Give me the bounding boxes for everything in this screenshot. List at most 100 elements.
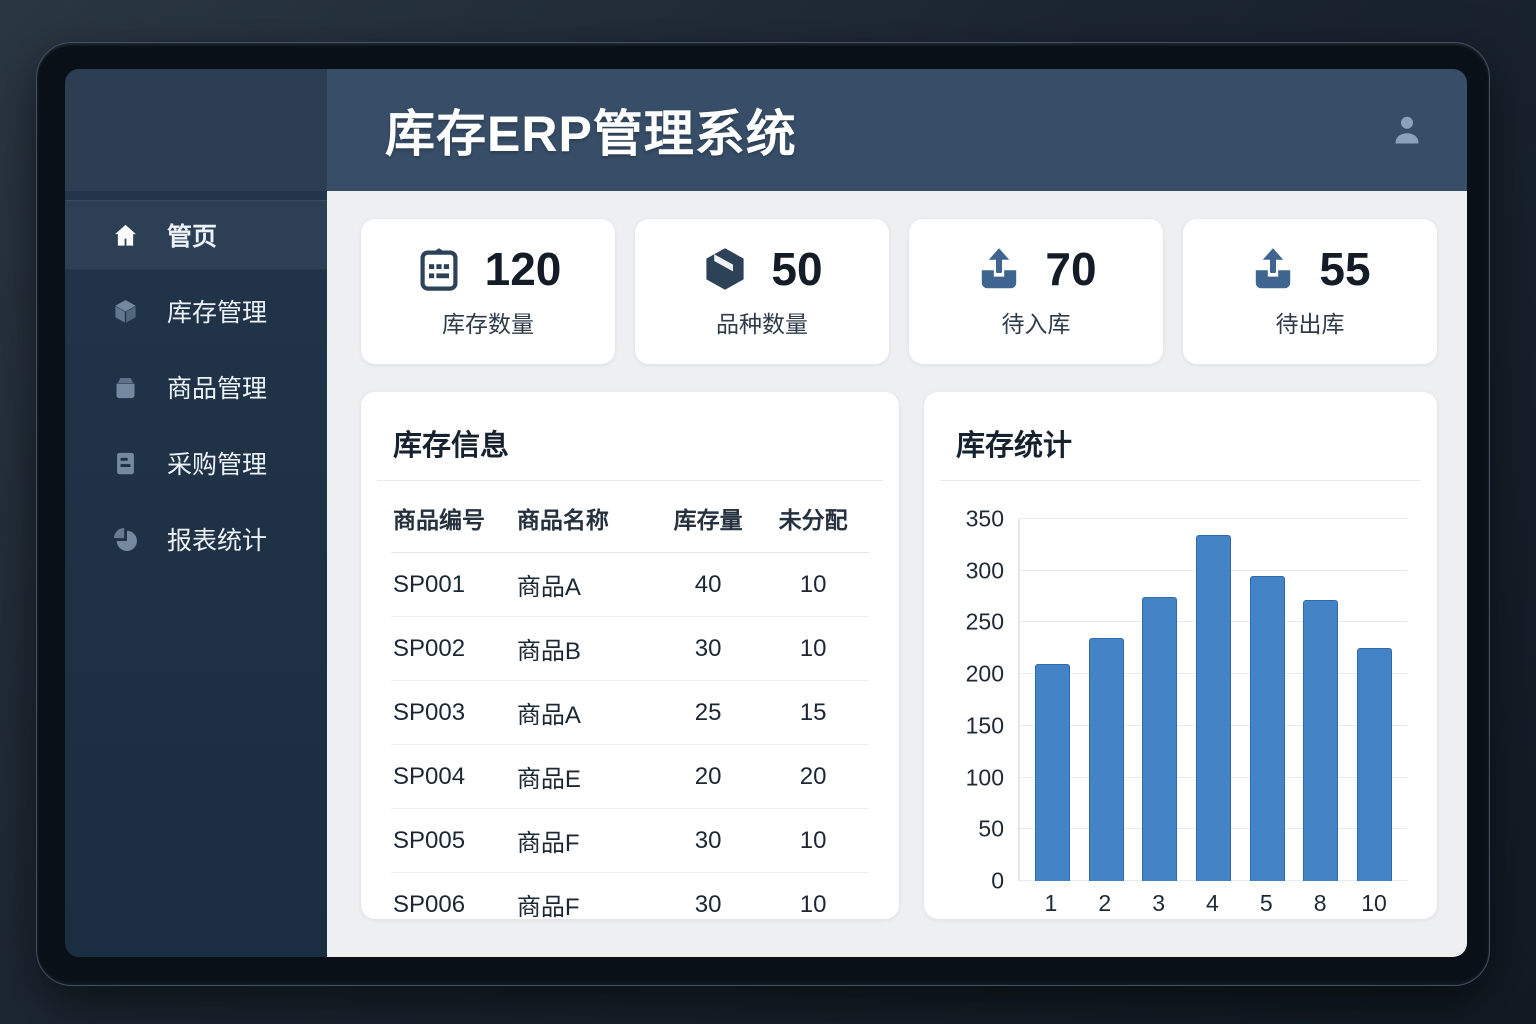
y-axis-tick-label: 300: [965, 557, 1004, 584]
main-content: 120 库存数量 50 品种数量 70 待入库 55 待出库 库存信息: [327, 191, 1467, 957]
inventory-table-header: 商品编号 商品名称 库存量 未分配: [391, 481, 869, 553]
sidebar-item-4[interactable]: 报表统计: [65, 504, 327, 574]
bar-1: [1035, 663, 1071, 881]
y-axis-tick-label: 50: [978, 815, 1004, 842]
table-cell: 30: [694, 890, 722, 918]
app-title: 库存ERP管理系统: [385, 106, 797, 162]
sidebar-item-label: 采购管理: [167, 451, 268, 479]
y-axis-tick-label: 250: [965, 608, 1004, 635]
y-axis-tick-label: 350: [965, 505, 1004, 532]
table-row: SP002 商品B 30 10: [391, 617, 869, 681]
sidebar-item-3[interactable]: 采购管理: [65, 428, 327, 498]
x-axis-tick-label: 5: [1259, 890, 1273, 916]
inventory-panel-title: 库存信息: [393, 430, 510, 462]
top-bar: 库存ERP管理系统: [327, 69, 1467, 191]
sidebar-header-block: [65, 69, 327, 191]
stat-label: 品种数量: [716, 310, 808, 337]
bar-3: [1142, 596, 1178, 881]
table-cell: 商品A: [516, 574, 581, 601]
home-icon: [112, 222, 139, 249]
stat-card-0: 120 库存数量: [361, 219, 615, 364]
sidebar-item-2[interactable]: 商品管理: [65, 352, 327, 422]
device-frame: 库存ERP管理系统 管页 库存管理 商品管理 采购管理 报表统计 120 库存数…: [36, 42, 1490, 986]
table-cell: SP005: [393, 826, 466, 854]
stat-card-2: 70 待入库: [909, 219, 1163, 364]
y-axis-tick-label: 150: [965, 712, 1004, 739]
table-cell: SP001: [393, 570, 466, 598]
inventory-panel: 库存信息 商品编号 商品名称 库存量 未分配 SP001 商品A 40 10 SP002 商品B…: [361, 392, 899, 921]
x-axis-tick-label: 8: [1313, 890, 1327, 916]
x-axis-tick-label: 3: [1152, 890, 1165, 916]
sidebar-item-0[interactable]: 管页: [65, 200, 327, 270]
stat-label: 待入库: [1001, 310, 1071, 337]
table-cell: 20: [694, 762, 722, 790]
table-cell: 10: [799, 634, 827, 662]
table-row: SP004 商品E 20 20: [391, 745, 869, 809]
table-cell: 10: [799, 826, 827, 854]
gridline: [1020, 518, 1407, 519]
table-cell: 商品F: [516, 894, 580, 921]
bar-4: [1195, 534, 1231, 881]
upload-tray-icon: [1249, 245, 1297, 293]
table-cell: 商品E: [516, 766, 581, 793]
chart-plot-area: 0 50 100 150 200 250 300 350: [966, 506, 1407, 894]
table-cell: 商品A: [516, 702, 581, 729]
stat-label: 待出库: [1275, 310, 1345, 337]
table-cell: SP006: [393, 890, 466, 918]
stat-value: 55: [1319, 242, 1371, 295]
column-header-2: 库存量: [673, 507, 743, 533]
sidebar-item-label: 报表统计: [167, 527, 268, 555]
sidebar-item-label: 库存管理: [167, 299, 268, 327]
user-icon[interactable]: [1389, 112, 1425, 148]
inventory-table: 商品编号 商品名称 库存量 未分配 SP001 商品A 40 10 SP002 商品B 30 10 S…: [391, 481, 869, 936]
chart-panel-title: 库存统计: [956, 430, 1073, 462]
screen: 库存ERP管理系统 管页 库存管理 商品管理 采购管理 报表统计 120 库存数…: [65, 69, 1467, 957]
table-cell: 商品F: [516, 830, 580, 857]
clipboard-icon: [415, 245, 463, 293]
stat-label: 库存数量: [442, 310, 534, 337]
x-axis-tick-label: 10: [1361, 890, 1387, 916]
table-cell: 商品B: [516, 638, 581, 665]
table-cell: SP002: [393, 634, 466, 662]
column-header-0: 商品编号: [393, 507, 485, 533]
bag-icon: [112, 374, 139, 401]
sidebar: 管页 库存管理 商品管理 采购管理 报表统计: [65, 191, 327, 957]
table-row: SP005 商品F 30 10: [391, 809, 869, 873]
bar-8: [1303, 599, 1339, 881]
sidebar-item-label: 商品管理: [167, 375, 268, 403]
cube-icon: [112, 298, 139, 325]
table-cell: 30: [694, 634, 722, 662]
bar-2: [1088, 637, 1124, 881]
table-cell: 10: [799, 570, 827, 598]
upload-tray-icon: [975, 245, 1023, 293]
bar-10: [1356, 648, 1392, 881]
table-cell: 30: [694, 826, 722, 854]
stat-cards-row: 120 库存数量 50 品种数量 70 待入库 55 待出库: [361, 219, 1437, 364]
sidebar-item-label: 管页: [167, 223, 218, 251]
y-axis-tick-label: 0: [991, 867, 1004, 894]
divider: [377, 480, 883, 481]
stat-card-1: 50 品种数量: [635, 219, 889, 364]
table-cell: SP004: [393, 762, 466, 790]
stat-value: 70: [1045, 242, 1097, 295]
chart-x-axis-labels: 1 2 3 4 5 8 10: [1018, 890, 1407, 917]
column-header-3: 未分配: [778, 507, 848, 533]
sidebar-item-1[interactable]: 库存管理: [65, 276, 327, 346]
divider: [940, 480, 1421, 481]
y-axis-tick-label: 100: [965, 764, 1004, 791]
document-icon: [112, 450, 139, 477]
bar-5: [1249, 575, 1285, 881]
bar-chart: 0 50 100 150 200 250 300 350 1 2 3 4 5 8 10: [954, 506, 1407, 917]
x-axis-tick-label: 4: [1206, 890, 1219, 916]
column-header-1: 商品名称: [516, 507, 609, 533]
stat-value: 120: [484, 242, 562, 295]
stat-value: 50: [771, 242, 823, 295]
stat-card-3: 55 待出库: [1183, 219, 1437, 364]
table-cell: SP003: [393, 698, 466, 726]
table-cell: 10: [799, 890, 827, 918]
table-row: SP001 商品A 40 10: [391, 553, 869, 617]
bars-container: [1020, 519, 1407, 881]
chart-panel: 库存统计 0 50 100 150 200 250 300 350 1 2 3 4 5 8 10: [924, 392, 1437, 919]
table-cell: 40: [694, 570, 722, 598]
table-cell: 25: [694, 698, 722, 726]
